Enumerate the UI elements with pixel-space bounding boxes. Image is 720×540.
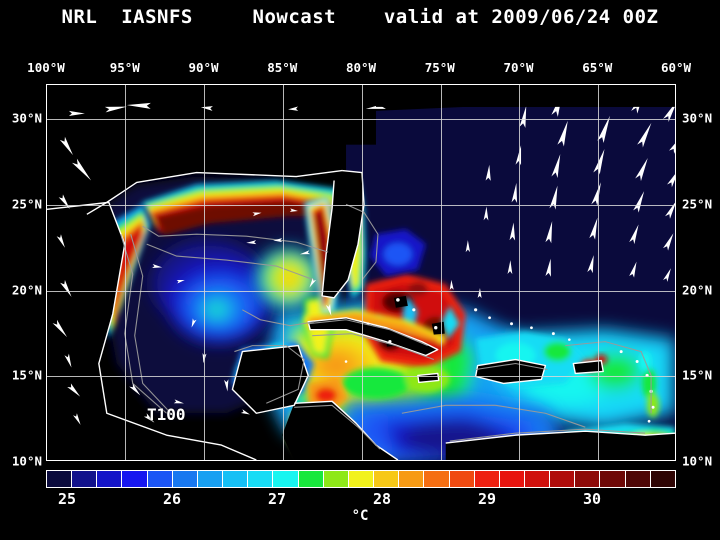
lon-tick-label: 90°W: [188, 60, 219, 75]
colorbar-block: [348, 471, 375, 487]
lat-tick-label-left: 10°N: [11, 453, 42, 469]
colorbar-block: [524, 471, 551, 487]
lat-tick-label-right: 20°N: [682, 282, 713, 298]
map-canvas: T100: [47, 85, 675, 460]
colorbar-block: [625, 471, 651, 487]
colorbar-tick-label: 25: [57, 490, 77, 508]
graticule-lat-15n: [47, 376, 675, 377]
colorbar-block: [47, 471, 73, 487]
figure-title: NRL IASNFS Nowcast valid at 2009/06/24 0…: [61, 6, 659, 28]
map-annotation-t100: T100: [147, 405, 186, 424]
colorbar-block: [323, 471, 349, 487]
lon-tick-label: 85°W: [267, 60, 298, 75]
graticule-lon-65w: [598, 85, 599, 460]
lon-tick-label: 100°W: [27, 60, 65, 75]
colorbar-block: [449, 471, 475, 487]
graticule-lon-80w: [362, 85, 363, 460]
colorbar-block: [550, 471, 576, 487]
graticule-lat-20n: [47, 291, 675, 292]
lon-tick-label: 80°W: [345, 60, 377, 75]
colorbar-block: [600, 471, 626, 487]
colorbar-tick-label: 28: [372, 490, 392, 508]
lat-tick-label-right: 30°N: [682, 110, 713, 126]
colorbar-block: [399, 471, 425, 487]
graticule-lat-25n: [47, 205, 675, 206]
lat-tick-label-left: 25°N: [11, 196, 42, 212]
colorbar-tick-label: 26: [162, 490, 182, 508]
graticule-lon-75w: [441, 85, 442, 460]
colorbar-block: [248, 471, 274, 487]
lat-tick-label-right: 25°N: [682, 196, 713, 212]
map-plot-area[interactable]: T100: [46, 84, 676, 461]
lat-tick-label-left: 30°N: [11, 110, 42, 126]
colorbar-block: [72, 471, 98, 487]
lon-tick-label: 60°W: [660, 60, 692, 75]
colorbar-tick-label: 29: [477, 490, 497, 508]
graticule-lon-85w: [283, 85, 284, 460]
colorbar-block: [374, 471, 400, 487]
lon-tick-label: 75°W: [424, 60, 455, 75]
colorbar-block: [147, 471, 173, 487]
colorbar-block: [172, 471, 198, 487]
colorbar-tick-label: 30: [582, 490, 602, 508]
colorbar-block: [223, 471, 249, 487]
colorbar-block: [424, 471, 450, 487]
graticule-lon-95w: [125, 85, 126, 460]
lat-tick-label-right: 10°N: [682, 453, 713, 469]
lon-tick-label: 65°W: [582, 60, 613, 75]
colorbar-block: [499, 471, 525, 487]
graticule-lon-70w: [519, 85, 520, 460]
colorbar-tick-label: 27: [267, 490, 287, 508]
colorbar-block: [97, 471, 123, 487]
sst-field: [47, 85, 675, 460]
colorbar-block: [273, 471, 299, 487]
colorbar-block: [298, 471, 324, 487]
colorbar-unit-label: °C: [351, 508, 369, 524]
graticule-lat-30n: [47, 119, 675, 120]
lon-tick-label: 95°W: [109, 60, 140, 75]
colorbar-block: [474, 471, 500, 487]
colorbar-block: [122, 471, 148, 487]
colorbar-block: [575, 471, 601, 487]
lat-tick-label-right: 15°N: [682, 367, 713, 383]
lon-tick-label: 70°W: [503, 60, 534, 75]
temperature-colorbar[interactable]: [46, 470, 676, 488]
lat-tick-label-left: 15°N: [11, 367, 42, 383]
colorbar-block: [650, 471, 675, 487]
colorbar-block: [197, 471, 224, 487]
lat-tick-label-left: 20°N: [11, 282, 42, 298]
graticule-lon-90w: [204, 85, 205, 460]
